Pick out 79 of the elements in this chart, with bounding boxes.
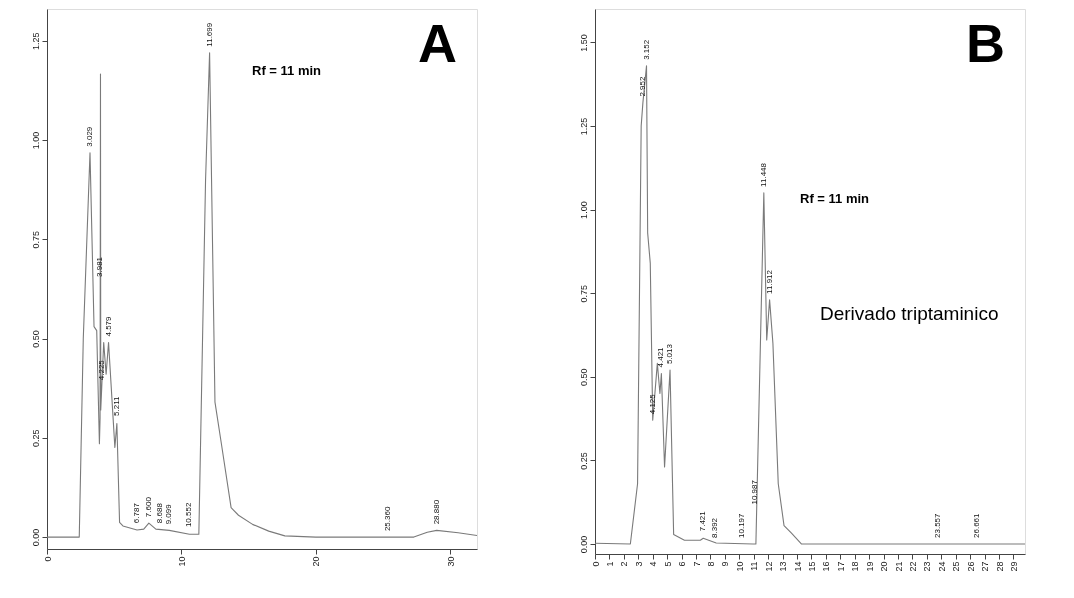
x-tick-label: 16	[821, 561, 832, 572]
annotation: Rf = 11 min	[252, 63, 322, 78]
x-tick-label: 11	[749, 561, 760, 571]
y-tick-label: 0.75	[578, 284, 589, 303]
x-tick-label: 3	[633, 561, 644, 567]
annotation: 4.579	[103, 315, 113, 337]
x-tick-label: 20	[879, 561, 890, 572]
y-tick-label: 0.00	[30, 528, 41, 547]
annotation: 10.197	[737, 512, 747, 538]
annotation: Rf = 11 min	[800, 191, 870, 206]
x-tick-label: 28	[994, 561, 1005, 572]
x-tick-label: 0	[42, 556, 53, 562]
x-tick-label: 17	[835, 561, 846, 572]
annotation: 11.448	[758, 162, 768, 187]
x-tick-label: 6	[677, 561, 688, 567]
annotation: 23.557	[933, 512, 943, 538]
annotation: 4.421	[656, 346, 666, 368]
annotation: 8.392	[709, 517, 719, 538]
annotation: 5.211	[111, 395, 121, 416]
y-tick-label: 0.75	[30, 231, 41, 249]
annotation: 3.029	[85, 126, 94, 147]
annotation: 25.360	[383, 506, 393, 532]
x-tick-label: 15	[806, 561, 817, 572]
annotation: 7.600	[143, 496, 153, 518]
annotation: 9.099	[164, 503, 174, 525]
x-tick-label: 25	[951, 561, 962, 572]
x-tick-label: 10	[176, 556, 187, 567]
x-tick-label: 27	[980, 561, 991, 572]
x-tick-label: 7	[691, 561, 702, 567]
chart-title: A	[418, 13, 457, 73]
x-tick-label: 1	[604, 561, 615, 567]
x-tick-label: 23	[922, 561, 933, 572]
x-tick-label: 9	[720, 561, 731, 567]
annotation: 10.552	[184, 502, 194, 528]
annotation: 11.699	[204, 22, 214, 47]
x-tick-label: 24	[936, 561, 947, 572]
x-tick-label: 14	[792, 561, 803, 572]
y-tick-label: 1.25	[578, 117, 589, 136]
x-tick-label: 20	[311, 556, 322, 567]
annotation: 2.952	[637, 76, 647, 97]
annotation: 8.688	[154, 502, 164, 524]
x-tick-label: 13	[778, 561, 789, 572]
x-tick-label: 2	[619, 561, 630, 567]
chart-title: B	[966, 13, 1005, 73]
x-tick-label: 8	[705, 561, 716, 567]
annotation: 10.987	[750, 479, 760, 505]
x-tick-label: 10	[734, 561, 745, 572]
annotation: 26.661	[972, 512, 982, 538]
annotation: 4.125	[647, 393, 657, 415]
x-tick-label: 12	[763, 561, 774, 572]
x-tick-label: 18	[850, 561, 861, 572]
annotation: 3.152	[641, 39, 651, 60]
x-tick-label: 4	[648, 561, 659, 567]
y-tick-label: 1.00	[578, 201, 589, 219]
annotation: 6.787	[132, 502, 142, 524]
annotation: 11.912	[764, 269, 774, 294]
y-tick-label: 1.25	[30, 32, 41, 51]
x-tick-label: 29	[1008, 561, 1019, 572]
x-tick-label: 0	[590, 561, 601, 567]
annotation: 4.225	[97, 359, 107, 381]
x-tick-label: 26	[965, 561, 976, 572]
annotation: 5.013	[665, 343, 675, 365]
line-series	[595, 65, 1025, 545]
x-tick-label: 19	[864, 561, 875, 572]
x-tick-label: 5	[662, 561, 673, 567]
annotation: 3.981	[95, 256, 105, 277]
y-tick-label: 0.25	[30, 429, 41, 448]
y-tick-label: 0.00	[578, 535, 589, 554]
y-tick-label: 0.25	[578, 452, 589, 470]
x-tick-label: 22	[907, 561, 918, 572]
y-tick-label: 0.50	[30, 330, 41, 348]
annotation: 28.880	[431, 499, 441, 525]
y-tick-label: 1.00	[30, 131, 41, 150]
y-tick-label: 1.50	[578, 34, 589, 52]
y-tick-label: 0.50	[578, 368, 589, 387]
annotation: Derivado triptaminico	[820, 303, 999, 324]
annotation: 7.421	[697, 510, 707, 532]
x-tick-label: 30	[445, 556, 456, 567]
x-tick-label: 21	[893, 561, 904, 572]
